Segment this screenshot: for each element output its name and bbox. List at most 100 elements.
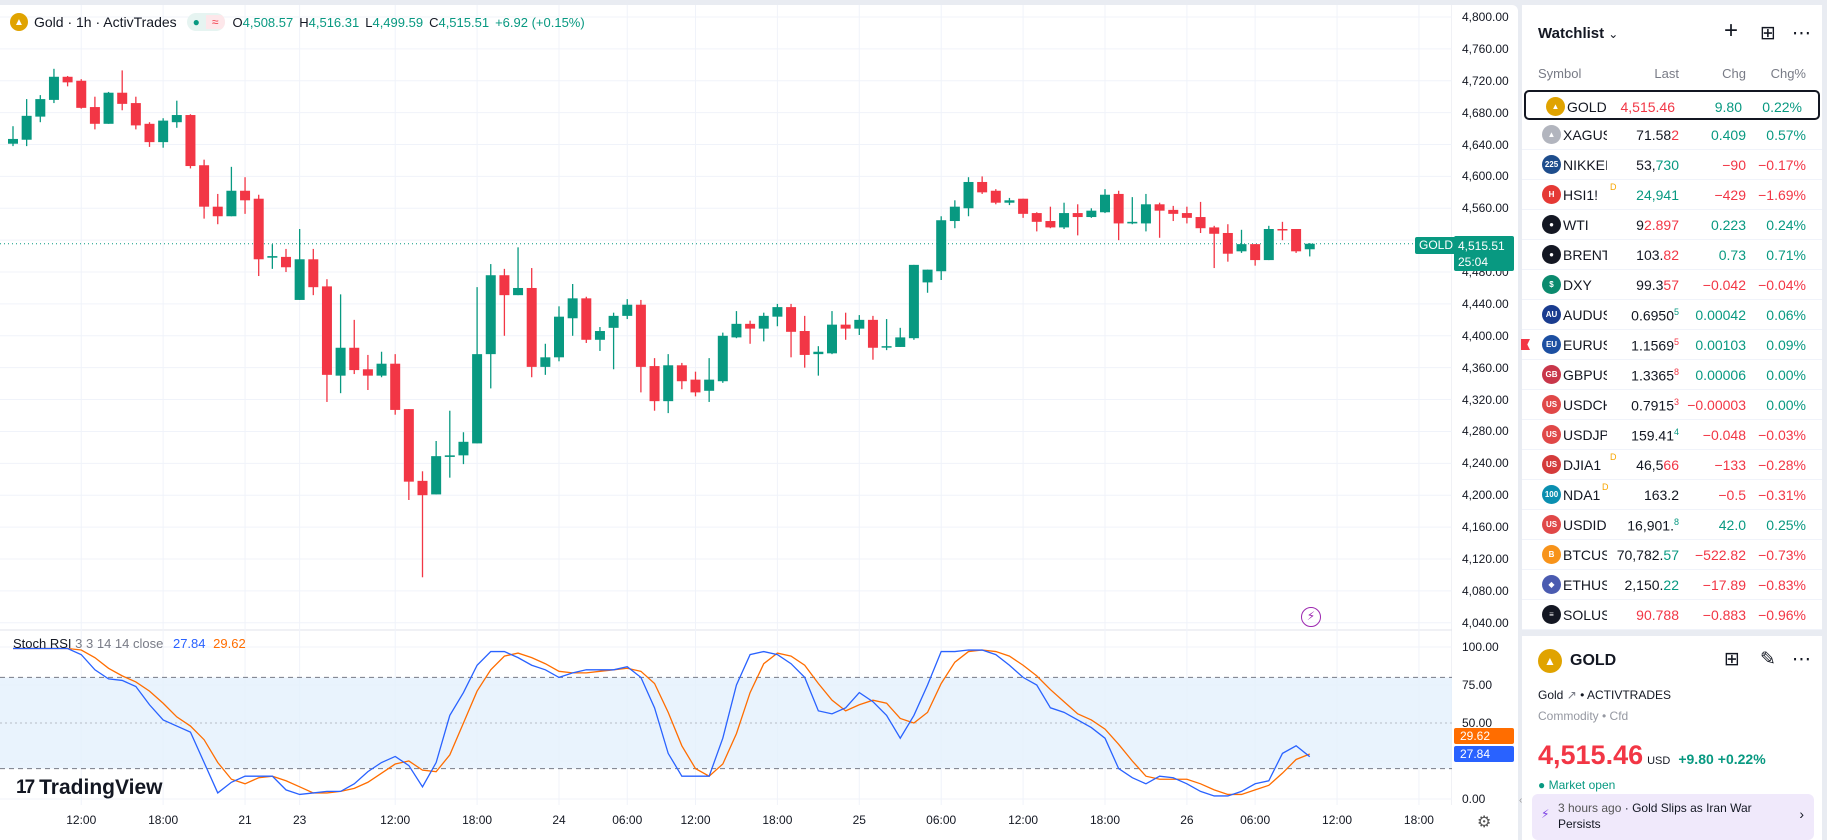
watchlist-row-btcusd[interactable]: BBTCUSD 70,782.57 −522.82 −0.73% [1522, 540, 1822, 570]
candle [895, 327, 906, 347]
candle-body [758, 315, 769, 329]
watchlist-panel: Watchlist ⌄ + ⊞ ⋯ Symbol Last Chg Chg% ▲… [1521, 5, 1822, 630]
col-last[interactable]: Last [1654, 66, 1679, 81]
candle-body [362, 369, 373, 376]
candle-body [240, 190, 251, 201]
candle [431, 441, 442, 495]
news-headline: · Gold Slips as Iran War Persists [1558, 801, 1752, 831]
symbol-name: SOLUSD [1563, 607, 1607, 623]
flag-icon[interactable] [1521, 339, 1530, 350]
news-item[interactable]: ⚡ 3 hours ago · Gold Slips as Iran War P… [1532, 794, 1814, 840]
candle-body [690, 379, 701, 393]
watchlist-row-gbpusd[interactable]: GBGBPUSD 1.33658 0.00006 0.00% [1522, 360, 1822, 390]
symbol-name: DXY [1563, 277, 1592, 293]
watchlist-row-nda1[interactable]: 100 NDA1 D 163.2 −0.5 −0.31% [1522, 480, 1822, 510]
change-percent: −0.83% [1758, 577, 1806, 593]
watchlist-row-djia1[interactable]: US DJIA1 D 46,566 −133 −0.28% [1522, 450, 1822, 480]
watchlist-row-solusd[interactable]: ≡SOLUSD 90.788 −0.883 −0.96% [1522, 600, 1822, 630]
candle [48, 68, 59, 104]
time-axis-label: 26 [1180, 813, 1194, 827]
watchlist-row-audusd[interactable]: AUAUDUSD 0.69505 0.00042 0.06% [1522, 300, 1822, 330]
col-chg[interactable]: Chg [1722, 66, 1746, 81]
symbol-logo-icon: US [1542, 395, 1561, 414]
last-price: 70,782.57 [1616, 547, 1679, 563]
symbol-logo-icon: ● [1542, 215, 1561, 234]
price-axis-label: 4,160.00 [1462, 520, 1509, 535]
candle-body [458, 441, 469, 456]
chart-canvas[interactable] [0, 0, 1452, 840]
candle-body [704, 379, 715, 391]
watchlist-row-eurusd[interactable]: EUEURUSD 1.15695 0.00103 0.09% [1521, 330, 1822, 360]
stoch-rsi-legend[interactable]: Stoch RSI 3 3 14 14 close 27.84 29.62 [13, 636, 246, 651]
edit-icon[interactable]: ✎ [1760, 649, 1776, 670]
candle-body [376, 363, 387, 376]
candle [867, 315, 878, 360]
stoch-d-value: 29.62 [213, 636, 246, 651]
candle-body [1100, 194, 1110, 213]
candle [308, 248, 319, 296]
change-percent: −0.03% [1758, 427, 1806, 443]
candle-body [308, 259, 319, 288]
status-pill[interactable]: ● ≈ [186, 13, 225, 31]
symbol-name: GBPUSD [1563, 367, 1607, 383]
last-price: 0.69505 [1631, 307, 1679, 324]
candle [1072, 204, 1083, 236]
candle [717, 332, 728, 383]
watchlist-row-xagusd[interactable]: ▲XAGUSD 71.582 0.409 0.57% [1522, 120, 1822, 150]
watchlist-row-gold[interactable]: ▲ GOLD 4,515.46 9.80 0.22% [1524, 90, 1820, 120]
watchlist-row-usdjpy[interactable]: USUSDJPY 159.414 −0.048 −0.03% [1522, 420, 1822, 450]
watchlist-row-usdidr[interactable]: USUSDIDR 16,901.8 42.0 0.25% [1522, 510, 1822, 540]
external-link-icon[interactable]: ↗ [1566, 688, 1577, 702]
candle-body [158, 120, 169, 143]
candle [1209, 225, 1220, 269]
advanced-view-icon[interactable]: ⊞ [1760, 23, 1776, 44]
symbol-legend: ▲ Gold · 1h · ActivTrades ● ≈ O4,508.57 H… [10, 13, 591, 31]
watchlist-row-nikkei[interactable]: 225 NIKKEI 53,730 −90 −0.17% [1522, 150, 1822, 180]
candle-body [267, 256, 278, 258]
candle [704, 358, 715, 402]
candle [635, 299, 646, 393]
data-delay-icon: ≈ [205, 15, 225, 29]
watchlist-row-wti[interactable]: ● WTI 92.897 0.223 0.24% [1522, 210, 1822, 240]
candle-body [1031, 213, 1042, 222]
symbol-details-panel: ▲ GOLD ⊞ ✎ ⋯ Gold ↗ • ACTIVTRADES Commod… [1522, 636, 1822, 840]
collapse-handle-icon[interactable]: ‹ [1519, 795, 1523, 806]
candle [294, 229, 305, 300]
candle-body [485, 275, 496, 355]
candle [690, 371, 701, 397]
more-icon[interactable]: ⋯ [1792, 23, 1811, 44]
price-axis-label: 4,600.00 [1462, 169, 1509, 184]
col-symbol[interactable]: Symbol [1538, 66, 1582, 81]
tradingview-logo[interactable]: 17 TradingView [16, 776, 163, 799]
lightning-icon[interactable]: ⚡ [1301, 607, 1321, 627]
last-price: 159.414 [1631, 427, 1679, 444]
candle [212, 193, 223, 225]
candle [403, 409, 414, 500]
watchlist-row-dxy[interactable]: $ DXY 99.357 −0.042 −0.04% [1522, 270, 1822, 300]
more-icon[interactable]: ⋯ [1792, 649, 1811, 670]
market-open-dot-icon: ● [192, 15, 200, 29]
symbol-name: USDIDR [1563, 517, 1607, 533]
candle [62, 75, 73, 87]
chart-title[interactable]: Gold · 1h · ActivTrades [34, 14, 177, 30]
candle [1127, 197, 1138, 225]
add-symbol-icon[interactable]: + [1724, 17, 1739, 44]
candle [1291, 229, 1302, 253]
candle [936, 216, 947, 281]
last-price-label: 4,515.51 25:04 [1454, 236, 1514, 271]
candle [922, 269, 933, 293]
candle [267, 244, 278, 269]
watchlist-row-ethusd[interactable]: ◆ETHUSD 2,150.22 −17.89 −0.83% [1522, 570, 1822, 600]
gold-icon: ▲ [1538, 649, 1562, 673]
grid-icon[interactable]: ⊞ [1724, 649, 1740, 670]
candle [1154, 202, 1165, 238]
watchlist-row-hsi1[interactable]: H HSI1! D 24,941 −429 −1.69% [1522, 180, 1822, 210]
candle [540, 343, 551, 375]
watchlist-row-brent[interactable]: ● BRENT 103.82 0.73 0.71% [1522, 240, 1822, 270]
candle-body [854, 319, 865, 329]
candle-body [813, 351, 824, 355]
watchlist-title[interactable]: Watchlist ⌄ [1538, 25, 1619, 42]
col-chgp[interactable]: Chg% [1770, 66, 1806, 81]
watchlist-row-usdchf[interactable]: USUSDCHF 0.79153 −0.00003 0.00% [1522, 390, 1822, 420]
settings-gear-icon[interactable]: ⚙ [1477, 814, 1492, 831]
